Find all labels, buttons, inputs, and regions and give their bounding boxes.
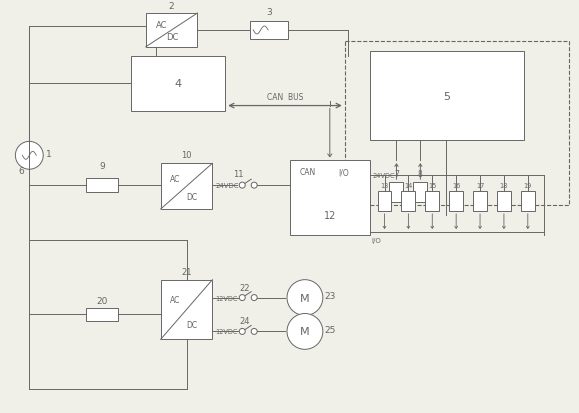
- Bar: [290, 161, 369, 235]
- Bar: [413, 183, 427, 202]
- Text: 13: 13: [380, 183, 389, 189]
- Bar: [160, 280, 212, 339]
- Text: 16: 16: [452, 183, 460, 189]
- Bar: [378, 192, 391, 211]
- Text: 2: 2: [169, 2, 174, 11]
- Circle shape: [239, 295, 245, 301]
- Circle shape: [287, 314, 323, 349]
- Text: CAN: CAN: [300, 168, 316, 177]
- Text: 20: 20: [96, 296, 108, 305]
- Text: 4: 4: [174, 78, 181, 88]
- Text: 21: 21: [181, 267, 192, 276]
- Text: 12VDC: 12VDC: [215, 329, 238, 335]
- Text: 22: 22: [239, 283, 250, 292]
- Text: DC: DC: [186, 192, 197, 201]
- Text: M: M: [300, 293, 310, 303]
- Text: M: M: [300, 327, 310, 337]
- Text: 3: 3: [266, 8, 272, 17]
- Text: AC: AC: [156, 21, 167, 31]
- Text: 25: 25: [325, 325, 336, 334]
- Bar: [390, 183, 404, 202]
- Circle shape: [251, 295, 257, 301]
- Text: 9: 9: [99, 162, 105, 171]
- Bar: [521, 192, 535, 211]
- Text: 10: 10: [181, 151, 192, 160]
- Circle shape: [239, 183, 245, 189]
- Text: 18: 18: [500, 183, 508, 189]
- Bar: [86, 179, 118, 192]
- Circle shape: [251, 183, 257, 189]
- Text: 14: 14: [404, 183, 413, 189]
- Bar: [401, 192, 415, 211]
- Text: I/O: I/O: [338, 168, 349, 177]
- Text: AC: AC: [170, 174, 180, 183]
- Text: 6: 6: [19, 166, 24, 175]
- Circle shape: [251, 329, 257, 335]
- Text: 8: 8: [418, 170, 423, 179]
- Text: 12: 12: [324, 211, 336, 221]
- Text: I/O: I/O: [372, 237, 382, 243]
- Bar: [146, 14, 197, 48]
- Text: 17: 17: [476, 183, 484, 189]
- Bar: [250, 22, 288, 40]
- Bar: [131, 57, 225, 111]
- Circle shape: [16, 142, 43, 170]
- Bar: [426, 192, 439, 211]
- Bar: [86, 308, 118, 322]
- Text: 24VDC: 24VDC: [215, 183, 239, 189]
- Circle shape: [287, 280, 323, 316]
- Text: DC: DC: [186, 320, 197, 329]
- Text: 24: 24: [239, 317, 250, 326]
- Text: AC: AC: [170, 295, 180, 304]
- Bar: [449, 192, 463, 211]
- Text: 24VDC: 24VDC: [372, 173, 395, 179]
- Text: 1: 1: [46, 150, 52, 159]
- Text: 12VDC: 12VDC: [215, 295, 238, 301]
- Circle shape: [239, 329, 245, 335]
- Text: 23: 23: [325, 292, 336, 300]
- Text: 19: 19: [523, 183, 532, 189]
- Bar: [497, 192, 511, 211]
- Text: DC: DC: [166, 33, 178, 42]
- Text: 15: 15: [428, 183, 437, 189]
- Text: 11: 11: [233, 170, 244, 179]
- Bar: [345, 42, 569, 206]
- Text: 5: 5: [443, 91, 450, 101]
- Text: CAN  BUS: CAN BUS: [267, 93, 303, 101]
- Text: 7: 7: [394, 170, 399, 179]
- Bar: [369, 52, 524, 141]
- Bar: [473, 192, 487, 211]
- Bar: [160, 164, 212, 209]
